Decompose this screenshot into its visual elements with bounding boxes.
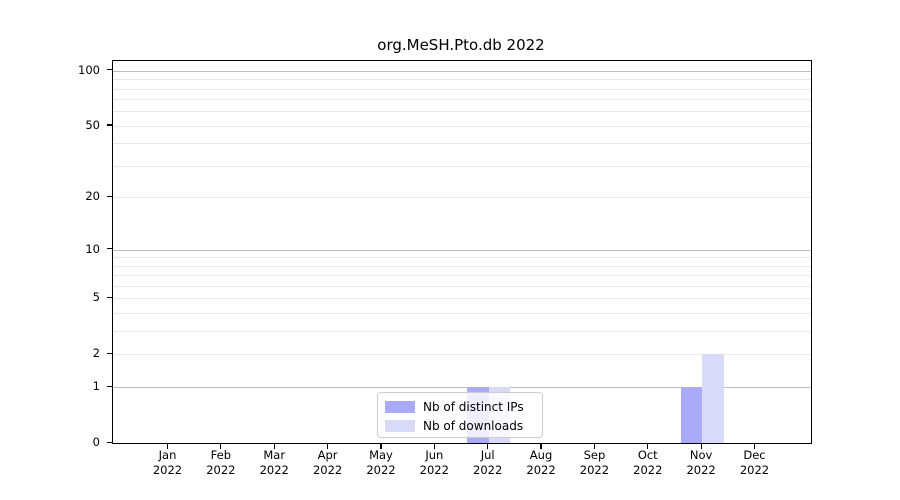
gridline-minor [113,88,811,90]
gridline-minor [113,275,811,277]
legend-label-distinct-ips: Nb of distinct IPs [423,399,524,414]
y-tick-label: 0 [92,435,100,449]
y-tick-mark [106,352,112,355]
x-tick-label: Nov 2022 [686,448,716,477]
y-tick-label: 1 [92,379,100,394]
gridline-major [113,249,811,251]
x-tick-mark [380,443,382,449]
x-tick-label: Feb 2022 [206,448,236,477]
gridline-major [113,387,811,389]
x-tick-label: Dec 2022 [739,448,770,477]
gridline-minor [113,331,811,333]
x-tick-mark [753,443,756,449]
gridline-minor [113,143,811,145]
y-tick-mark [106,195,112,198]
x-tick-label: Jul 2022 [473,448,503,477]
x-tick-label: Sep 2022 [579,448,610,477]
gridline-minor [113,257,811,259]
y-tick-mark [106,124,112,126]
x-tick-mark [647,443,649,449]
x-tick-mark [540,443,542,449]
x-tick-label: May 2022 [366,448,396,477]
legend-item-distinct-ips: Nb of distinct IPs [385,397,535,416]
x-tick-mark [326,443,329,449]
x-tick-label: Jun 2022 [419,448,449,477]
gridline-minor [113,313,811,315]
x-tick-mark [593,443,595,449]
chart-title: org.MeSH.Pto.db 2022 [377,36,545,54]
y-tick-mark [106,248,112,250]
y-tick-label: 5 [92,290,100,305]
y-tick-mark [106,385,112,387]
gridline-major [113,70,811,72]
gridline-minor [113,125,811,127]
x-tick-label: Oct 2022 [633,448,663,477]
y-tick-label: 50 [85,117,100,132]
y-tick-label: 20 [85,189,100,204]
gridline-minor [113,197,811,199]
x-tick-mark [487,443,489,449]
legend-label-downloads: Nb of downloads [423,418,524,433]
legend: Nb of distinct IPs Nb of downloads [377,392,543,438]
gridline-minor [113,166,811,168]
legend-swatch-downloads-icon [385,419,415,432]
x-tick-mark [166,443,169,449]
y-tick-label: 2 [92,346,100,361]
gridline-minor [113,298,811,300]
plot-area [112,60,812,444]
gridline-minor [113,354,811,356]
gridline-minor [113,111,811,113]
gridline-minor [113,99,811,101]
bar-distinct-ips [680,387,703,443]
x-tick-label: Apr 2022 [312,448,343,477]
bar-downloads [702,354,724,443]
y-tick-label: 100 [78,62,100,77]
y-tick-mark [106,296,112,299]
x-tick-label: Aug 2022 [526,448,556,477]
x-tick-mark [220,443,222,449]
x-tick-mark [700,443,702,449]
legend-item-downloads: Nb of downloads [385,416,535,435]
gridline-minor [113,265,811,267]
x-tick-mark [273,443,275,449]
gridline-minor [113,79,811,81]
y-tick-mark [106,441,112,443]
gridline-minor [113,286,811,288]
x-tick-label: Mar 2022 [259,448,289,477]
y-tick-label: 10 [85,241,100,256]
x-tick-label: Jan 2022 [152,448,183,477]
y-tick-mark [106,69,112,71]
legend-swatch-distinct-ips-icon [385,400,415,413]
x-tick-mark [433,443,435,449]
